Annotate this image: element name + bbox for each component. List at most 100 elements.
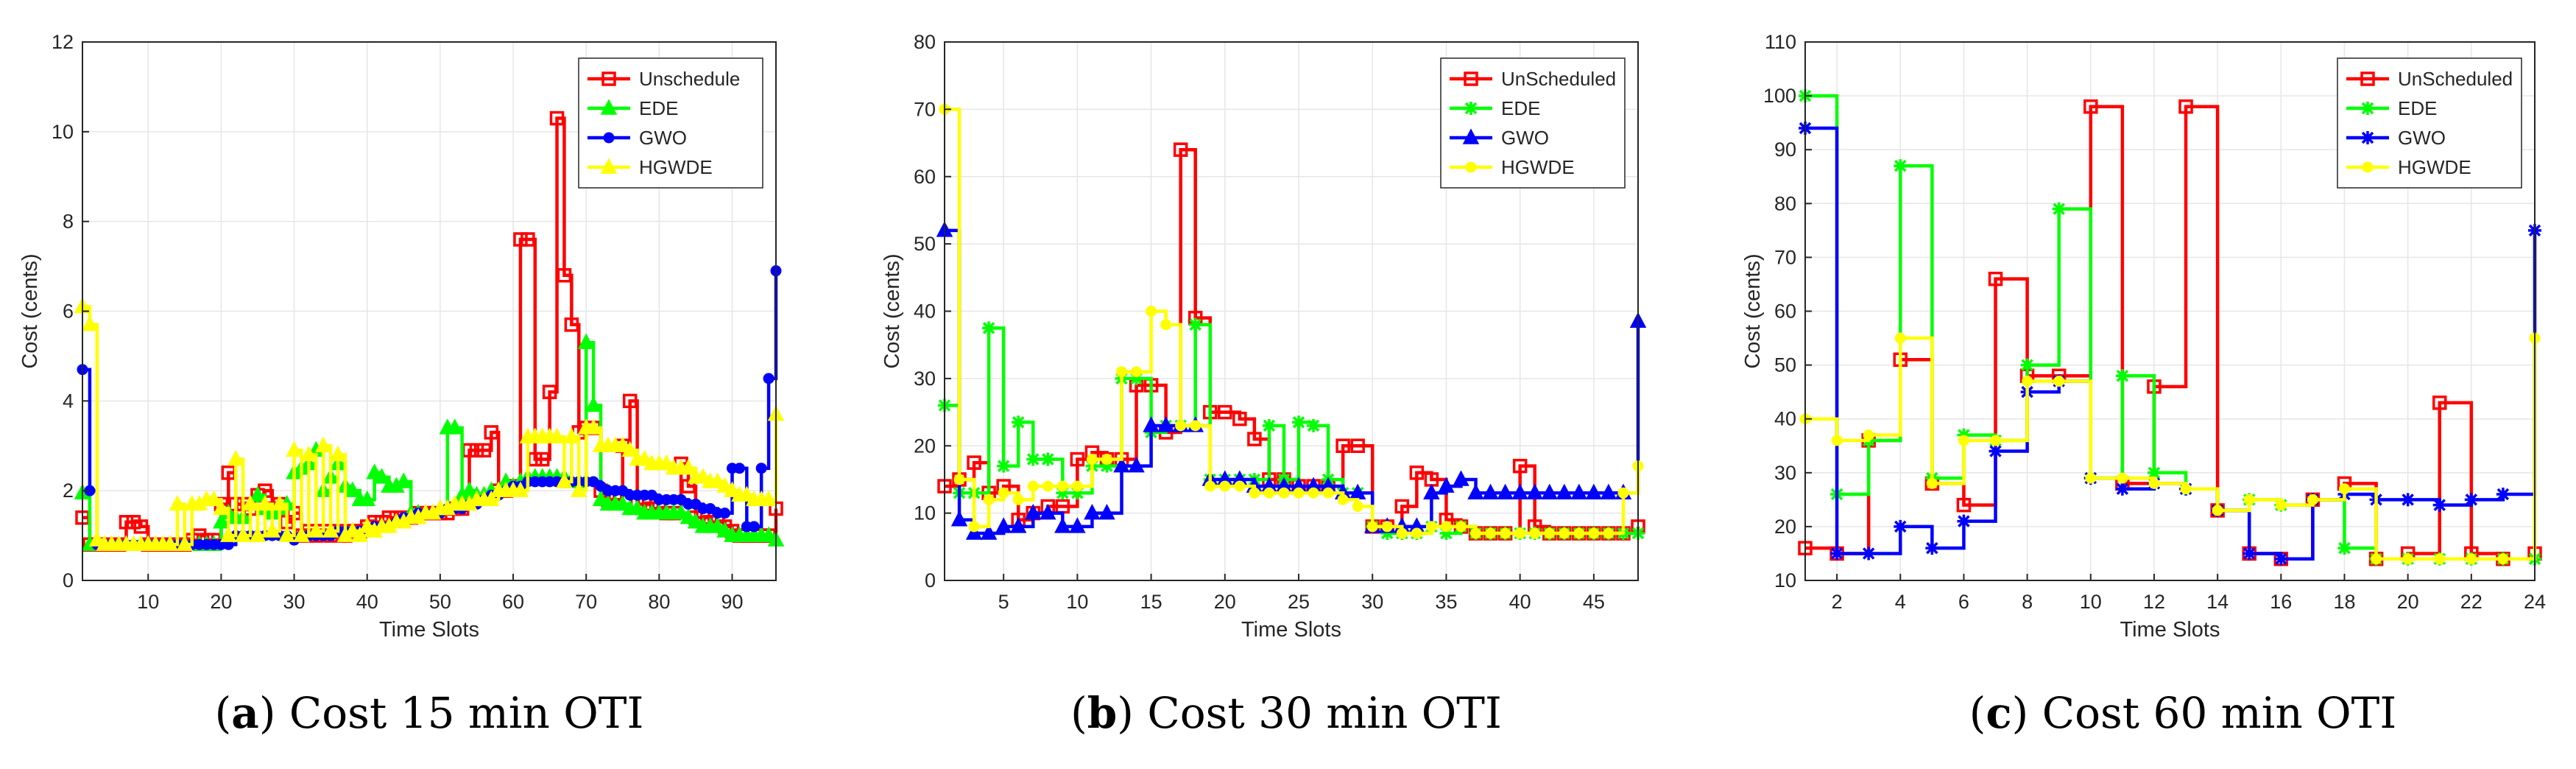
x-tick-label: 16 [2270,591,2292,613]
y-tick-label: 6 [63,301,74,323]
series-hgwde [74,297,785,552]
data-point [1366,521,1378,533]
data-point [2496,488,2510,502]
data-point [446,418,463,435]
legend-marker [600,99,618,115]
data-point [1500,527,1511,539]
data-point [1439,527,1453,541]
data-point [1588,527,1600,539]
data-point [1040,504,1056,520]
data-point [2402,553,2414,565]
x-tick-label: 15 [1140,591,1162,613]
data-point [1218,404,1232,420]
data-point [2212,505,2223,516]
data-point [1116,366,1128,378]
data-point [213,513,230,529]
data-point [1128,457,1145,473]
chart-panel-c: 2 4 6 8 10 12 14 16 18 20 22 2410203040506070809010… [1741,31,2546,738]
data-point [1278,487,1290,499]
legend-label: EDE [639,97,678,119]
data-point [1988,271,2003,287]
data-point [1041,452,1055,466]
data-point [681,479,696,494]
legend-marker [601,71,616,86]
data-point [967,455,981,470]
data-point [1249,487,1260,499]
data-point [249,526,267,542]
data-point [234,526,252,542]
data-point [2115,369,2129,383]
data-point [1188,317,1202,331]
data-point [1086,454,1098,466]
x-tick-label: 30 [1361,591,1383,613]
data-point [227,449,244,466]
data-point [763,373,774,384]
data-point [293,526,310,542]
data-point [1617,487,1629,499]
data-point [1485,527,1497,539]
data-point [571,481,587,497]
data-point [308,522,325,538]
data-point [1219,480,1231,492]
data-point [1926,477,1938,489]
data-point [1425,521,1437,533]
legend-label: HGWDE [1501,156,1575,178]
x-tick-label: 30 [283,591,306,613]
data-point [1234,480,1246,492]
series-line [1805,336,2537,561]
y-tick-label: 20 [1774,516,1796,538]
legend-marker [2361,131,2374,144]
data-point [1322,487,1334,499]
data-point [2401,493,2415,507]
data-point [1054,517,1071,533]
data-point [1071,480,1083,492]
data-point [2148,477,2160,489]
data-point [1497,483,1514,499]
data-point [1423,483,1440,499]
data-point [1292,415,1306,429]
data-point [760,490,777,507]
x-tick-label: 10 [1066,591,1088,613]
data-point [1070,486,1084,500]
data-point [1352,500,1363,512]
data-point [1012,415,1026,429]
data-point [534,452,550,467]
data-point [512,481,529,497]
x-axis-label: Time Slots [1241,618,1341,642]
data-point [249,485,267,502]
data-point [965,524,983,540]
data-point [1070,452,1085,467]
y-tick-label: 10 [914,502,936,524]
legend-marker [1465,161,1477,173]
data-point [1381,521,1393,533]
data-point [1511,483,1528,499]
data-point [1380,527,1394,541]
y-tick-label: 30 [914,368,936,390]
y-tick-label: 12 [52,31,74,53]
data-point [1990,435,2002,446]
data-point [1101,454,1112,466]
data-point [621,440,638,457]
data-point [1894,519,1908,533]
data-point [126,515,141,530]
data-point [119,515,134,530]
data-point [2338,483,2350,495]
data-point [1131,366,1143,378]
y-tick-label: 50 [914,233,936,255]
x-tick-label: 50 [429,591,451,613]
chart-panel-a: 10 20 30 40 50 60 70 80 90 0 2 4 6 8 10 12 Time Slots Cos… [18,31,785,738]
x-tick-label: 40 [356,591,378,613]
data-point [169,494,186,511]
data-point [556,472,573,488]
legend-marker [2361,102,2374,115]
data-point [161,535,179,552]
data-point [1559,527,1570,539]
data-point [2274,552,2288,566]
data-point [2052,202,2066,216]
chart-panel-b: 5 10 15 20 25 30 35 40 45 0 10 20 30 40 50 60 70 80 Time S… [881,31,1647,738]
y-tick-label: 50 [1774,354,1796,376]
data-point [1556,483,1573,499]
data-point [2466,553,2477,565]
data-point [521,232,535,247]
data-point [1467,483,1484,499]
